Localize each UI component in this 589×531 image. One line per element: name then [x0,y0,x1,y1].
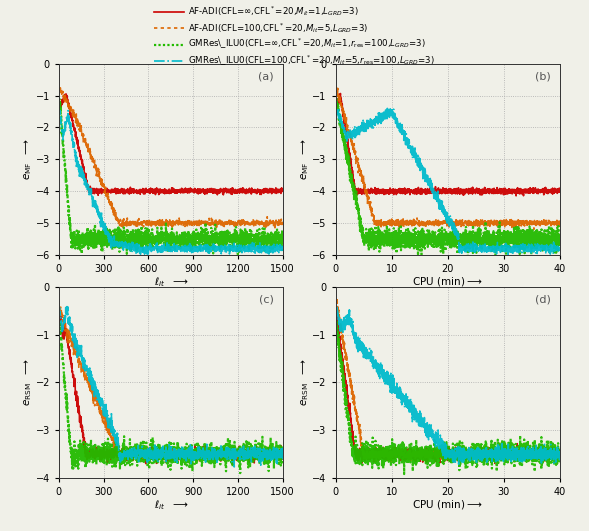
Text: (a): (a) [258,71,274,81]
Text: (d): (d) [535,294,551,304]
X-axis label: CPU (min)$\longrightarrow$: CPU (min)$\longrightarrow$ [412,498,483,511]
Y-axis label: $e_{\rm RSM}$  $\longrightarrow$: $e_{\rm RSM}$ $\longrightarrow$ [299,358,311,406]
Y-axis label: $e_{\rm MF}$  $\longrightarrow$: $e_{\rm MF}$ $\longrightarrow$ [22,138,34,181]
X-axis label: $\ell_{it}$  $\longrightarrow$: $\ell_{it}$ $\longrightarrow$ [154,498,188,512]
Y-axis label: $e_{\rm MF}$  $\longrightarrow$: $e_{\rm MF}$ $\longrightarrow$ [299,138,311,181]
Text: (b): (b) [535,71,551,81]
Legend: AF-ADI(CFL=$\infty$,CFL$^*$=20,$M_{it}$=1,$L_{GRD}$=3), AF-ADI(CFL=100,CFL$^*$=2: AF-ADI(CFL=$\infty$,CFL$^*$=20,$M_{it}$=… [154,4,435,68]
X-axis label: $\ell_{it}$  $\longrightarrow$: $\ell_{it}$ $\longrightarrow$ [154,275,188,289]
Y-axis label: $e_{\rm RSM}$  $\longrightarrow$: $e_{\rm RSM}$ $\longrightarrow$ [22,358,34,406]
X-axis label: CPU (min)$\longrightarrow$: CPU (min)$\longrightarrow$ [412,275,483,288]
Text: (c): (c) [259,294,274,304]
